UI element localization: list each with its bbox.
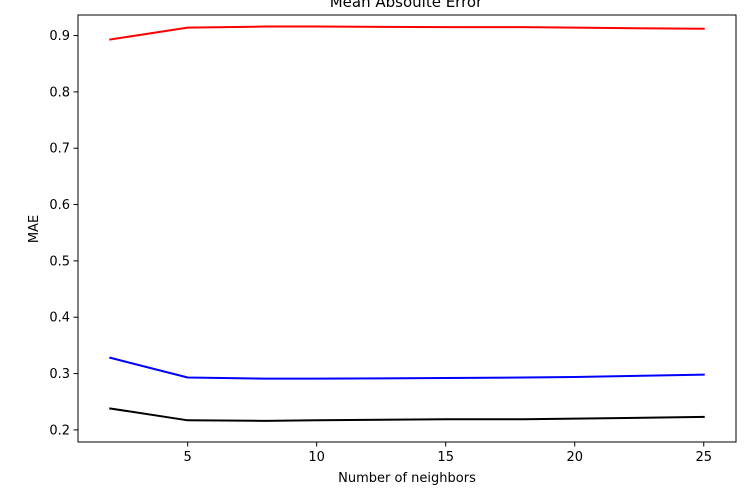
y-axis-title: MAE: [27, 215, 42, 243]
plot-frame: [77, 14, 737, 443]
series-line-3: [109, 407, 705, 422]
y-tick-label: 0.8: [49, 85, 70, 100]
y-tick-label: 0.5: [49, 254, 70, 269]
x-tick-label: 15: [437, 450, 454, 465]
plot-area: [77, 14, 737, 443]
x-tick-label: 25: [695, 450, 712, 465]
x-axis-title: Number of neighbors: [338, 471, 476, 486]
y-tick-label: 0.7: [49, 142, 70, 157]
series-layer: [109, 25, 705, 422]
y-tick-label: 0.4: [49, 311, 70, 326]
series-line-1: [109, 25, 705, 41]
y-tick-label: 0.2: [49, 423, 70, 438]
x-tick-label: 20: [566, 450, 583, 465]
y-tick-label: 0.9: [49, 29, 70, 44]
y-tick-label: 0.6: [49, 198, 70, 213]
x-axis: 5 10 15 20 25: [184, 442, 712, 465]
y-tick-label: 0.3: [49, 367, 70, 382]
x-tick-label: 5: [184, 450, 192, 465]
series-line-2: [109, 356, 705, 380]
x-tick-label: 10: [308, 450, 325, 465]
chart-title: Mean Absoulte Error: [330, 0, 483, 11]
y-axis: 0.2 0.3 0.4 0.5 0.6 0.7 0.8 0.9: [49, 29, 78, 438]
